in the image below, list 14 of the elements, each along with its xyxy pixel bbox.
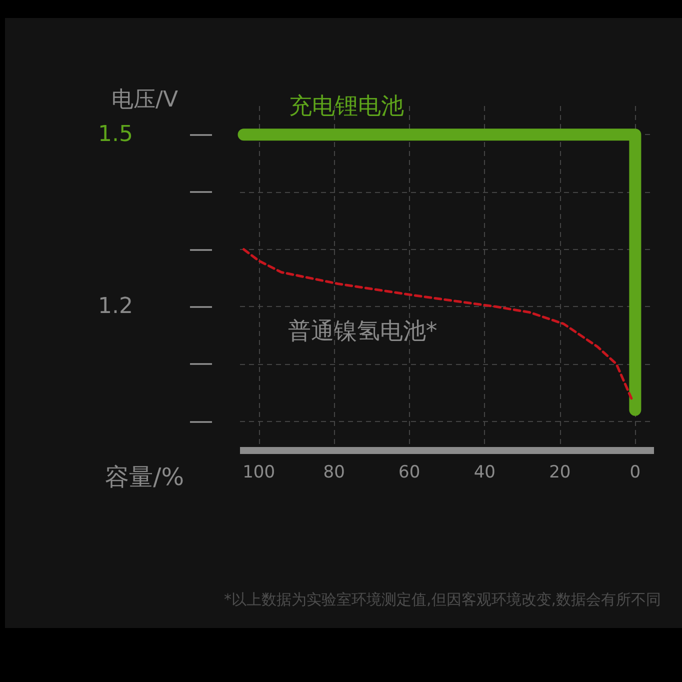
line-series: [242, 248, 633, 400]
x-tick-label: 40: [474, 462, 496, 482]
y-tick-label: 1.5: [98, 122, 133, 148]
x-tick-label: 80: [323, 462, 345, 482]
text: *以上数据为实验室环境测定值,但因客观环境改变,数据会有所不同: [224, 590, 662, 608]
y-tick-label: 1.2: [98, 294, 133, 320]
x-tick-label: 0: [630, 462, 641, 482]
y-axis-title: 电压/V: [112, 88, 178, 112]
x-tick-label: 20: [549, 462, 571, 482]
x-axis-title: 容量/%: [105, 463, 184, 491]
series-label: 普通镍氢电池*: [288, 318, 438, 344]
x-tick-label: 60: [398, 462, 420, 482]
x-tick-label: 100: [242, 462, 276, 482]
series-label: 充电锂电池: [288, 94, 404, 120]
